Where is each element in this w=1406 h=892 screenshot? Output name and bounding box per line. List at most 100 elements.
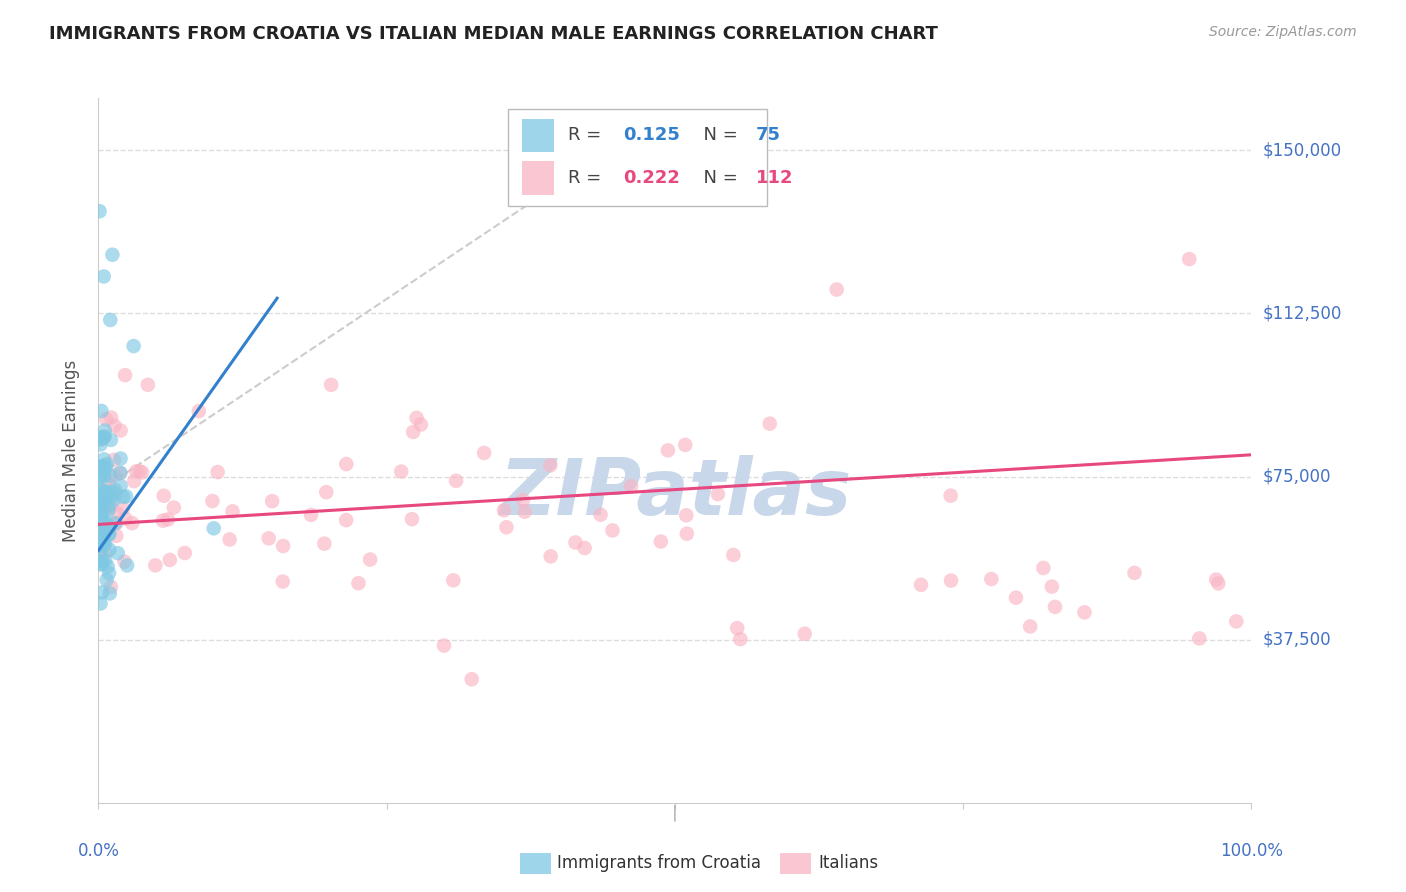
Point — [105, 529, 128, 543]
Point — [495, 520, 517, 534]
Point — [100, 490, 122, 504]
Point — [620, 479, 643, 493]
Point — [359, 552, 381, 566]
Text: R =: R = — [568, 127, 606, 145]
Point — [540, 549, 562, 564]
Point — [122, 474, 145, 488]
Point — [90, 557, 112, 571]
Y-axis label: Median Male Earnings: Median Male Earnings — [62, 359, 80, 541]
Point — [93, 469, 115, 483]
Point — [98, 521, 121, 535]
Point — [676, 526, 699, 541]
Point — [110, 424, 132, 438]
Point — [159, 553, 181, 567]
Point — [110, 466, 132, 480]
Point — [105, 516, 128, 530]
Point — [725, 621, 748, 635]
Point — [492, 503, 515, 517]
Point — [910, 578, 932, 592]
Point — [97, 499, 120, 513]
Point — [538, 458, 561, 473]
Point — [90, 544, 112, 558]
Point — [110, 479, 132, 493]
Point — [319, 377, 342, 392]
Point — [221, 504, 243, 518]
Point — [90, 484, 112, 499]
Point — [93, 269, 115, 284]
Point — [93, 538, 115, 552]
Point — [271, 574, 294, 589]
Point — [1032, 561, 1054, 575]
Point — [89, 502, 111, 516]
Point — [262, 494, 284, 508]
Point — [793, 626, 815, 640]
Point — [89, 558, 111, 572]
Point — [100, 410, 122, 425]
Point — [89, 204, 111, 219]
Point — [98, 469, 121, 483]
Point — [93, 483, 115, 498]
Point — [89, 524, 111, 538]
Point — [89, 430, 111, 444]
Point — [401, 512, 423, 526]
Point — [564, 535, 586, 549]
Point — [347, 576, 370, 591]
Point — [89, 483, 111, 497]
Point — [89, 496, 111, 510]
Point — [94, 497, 117, 511]
Point — [315, 485, 337, 500]
Point — [730, 632, 752, 647]
Point — [758, 417, 780, 431]
Point — [91, 458, 114, 473]
Text: Source: ZipAtlas.com: Source: ZipAtlas.com — [1209, 25, 1357, 39]
Point — [1206, 576, 1229, 591]
Point — [271, 539, 294, 553]
Point — [94, 412, 117, 426]
Point — [1019, 619, 1042, 633]
Point — [91, 533, 114, 547]
Point — [1205, 573, 1227, 587]
Point — [91, 431, 114, 445]
Point — [513, 505, 536, 519]
Point — [98, 542, 121, 557]
Point — [108, 466, 131, 480]
Point — [657, 443, 679, 458]
Point — [89, 539, 111, 553]
Point — [94, 524, 117, 538]
Point — [89, 545, 111, 559]
Point — [136, 377, 159, 392]
Point — [91, 494, 114, 508]
Point — [93, 430, 115, 444]
Point — [93, 429, 115, 443]
Point — [97, 476, 120, 491]
Point — [104, 486, 127, 500]
Text: 0.222: 0.222 — [623, 169, 681, 186]
Point — [104, 516, 127, 531]
Point — [723, 548, 745, 562]
Text: 100.0%: 100.0% — [1220, 842, 1282, 860]
Point — [257, 532, 280, 546]
Text: $150,000: $150,000 — [1263, 141, 1341, 160]
Point — [94, 459, 117, 474]
Point — [675, 508, 697, 523]
Point — [939, 574, 962, 588]
Point — [94, 546, 117, 560]
Point — [825, 283, 848, 297]
Point — [94, 515, 117, 529]
Point — [163, 500, 186, 515]
Point — [101, 485, 124, 500]
Point — [650, 534, 672, 549]
Text: IMMIGRANTS FROM CROATIA VS ITALIAN MEDIAN MALE EARNINGS CORRELATION CHART: IMMIGRANTS FROM CROATIA VS ITALIAN MEDIA… — [49, 25, 938, 43]
Point — [105, 506, 128, 520]
Point — [114, 555, 136, 569]
Point — [409, 417, 432, 432]
Point — [90, 433, 112, 447]
Point — [939, 489, 962, 503]
Point — [97, 519, 120, 533]
Point — [128, 464, 150, 478]
Text: N =: N = — [692, 169, 744, 186]
Point — [90, 514, 112, 528]
Point — [98, 313, 121, 327]
Point — [104, 483, 127, 497]
Point — [1040, 580, 1063, 594]
